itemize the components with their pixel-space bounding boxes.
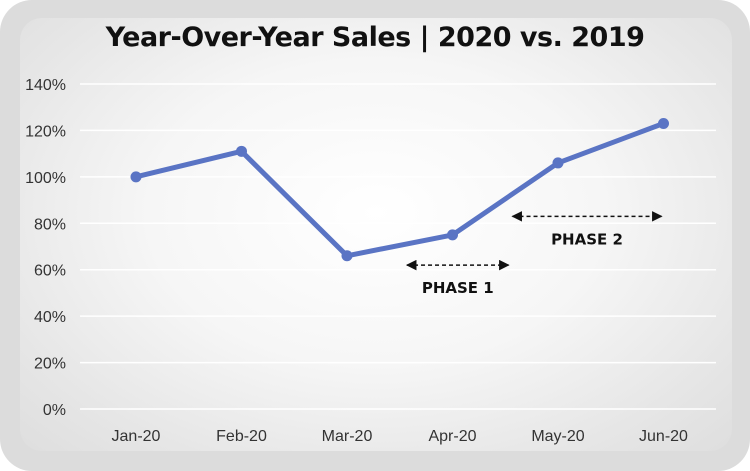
x-tick-label: Apr-20 — [428, 428, 476, 445]
chart-title: Year-Over-Year Sales | 2020 vs. 2019 — [105, 22, 645, 53]
data-point — [341, 250, 353, 262]
y-tick-label: 120% — [25, 123, 66, 140]
x-tick-label: Feb-20 — [216, 428, 267, 445]
data-point — [130, 171, 142, 183]
y-tick-label: 100% — [25, 170, 66, 187]
data-point — [658, 117, 669, 129]
x-tick-label: May-20 — [531, 428, 584, 445]
x-tick-label: Mar-20 — [322, 428, 373, 445]
y-tick-label: 40% — [34, 309, 66, 326]
data-point — [447, 229, 458, 241]
x-tick-label: Jun-20 — [639, 428, 688, 445]
y-tick-label: 0% — [43, 402, 66, 419]
x-tick-label: Jan-20 — [112, 428, 161, 445]
y-tick-label: 60% — [34, 263, 66, 280]
phase-label: PHASE 2 — [551, 230, 623, 248]
data-point — [552, 157, 564, 169]
data-point — [236, 145, 247, 157]
series-line — [133, 120, 666, 259]
y-tick-label: 140% — [25, 77, 66, 94]
phase-label: PHASE 1 — [422, 279, 494, 297]
y-tick-label: 20% — [34, 356, 66, 373]
y-tick-label: 80% — [34, 216, 66, 233]
chart-panel — [20, 18, 732, 451]
